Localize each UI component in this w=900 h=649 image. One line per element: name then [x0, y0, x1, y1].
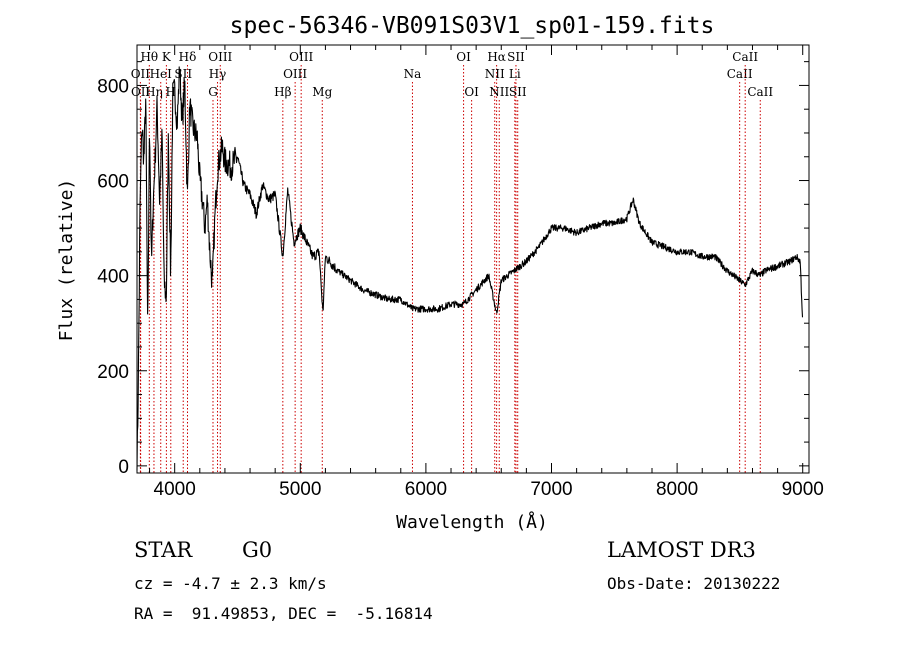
- line-label-2: OII: [131, 85, 151, 99]
- x-tick-label-3: 7000: [530, 479, 572, 500]
- survey-name: LAMOST DR3: [607, 538, 756, 562]
- line-label-12: Hβ: [274, 85, 291, 99]
- line-label-16: Na: [404, 67, 422, 81]
- line-label-10: Hγ: [209, 67, 227, 81]
- plot-frame: [136, 44, 810, 474]
- line-label-19: Hα: [487, 50, 506, 64]
- chart-title: spec-56346-VB091S03V1_sp01-159.fits: [230, 13, 715, 39]
- line-label-6: H: [166, 85, 176, 99]
- line-label-11: G: [208, 85, 218, 99]
- line-label-27: CaII: [747, 85, 773, 99]
- line-label-15: Mg: [312, 85, 332, 99]
- line-label-24: SII: [509, 85, 527, 99]
- line-label-18: OI: [464, 85, 479, 99]
- line-label-7: SII: [174, 67, 192, 81]
- x-tick-label-4: 8000: [656, 479, 698, 500]
- line-label-17: OI: [456, 50, 471, 64]
- line-label-14: OIII: [283, 67, 307, 81]
- axes: 4000 5000 6000 7000 8000 9000 0 200 400 600 800: [97, 45, 824, 500]
- line-label-9: OIII: [208, 50, 232, 64]
- line-label-23: Li: [509, 67, 521, 81]
- x-tick-label-1: 5000: [279, 479, 321, 500]
- object-subclass: G0: [242, 538, 273, 562]
- line-label-26: CaII: [732, 50, 758, 64]
- y-tick-label-2: 400: [97, 267, 129, 288]
- line-label-3: Hη: [145, 85, 163, 99]
- line-label-20: NII: [485, 67, 505, 81]
- y-tick-label-4: 800: [97, 76, 129, 97]
- x-tick-label-2: 6000: [405, 479, 447, 500]
- observation-date: Obs-Date: 20130222: [607, 574, 781, 593]
- y-tick-label-1: 200: [97, 362, 129, 383]
- line-label-25: CaII: [727, 67, 753, 81]
- line-label-4: HeI: [150, 67, 173, 81]
- y-tick-label-0: 0: [118, 457, 129, 478]
- y-tick-label-3: 600: [97, 172, 129, 193]
- spectrum-line: [136, 66, 804, 471]
- line-label-0: Hθ: [140, 50, 158, 64]
- line-label-13: OIII: [289, 50, 313, 64]
- x-tick-label-5: 9000: [782, 479, 824, 500]
- object-class: STAR: [134, 538, 193, 562]
- line-label-1: OII: [131, 67, 151, 81]
- coordinates: RA = 91.49853, DEC = -5.16814: [134, 604, 433, 623]
- y-axis-label: Flux (relative): [56, 179, 77, 342]
- line-label-5: K: [162, 50, 172, 64]
- x-axis-label: Wavelength (Å): [396, 511, 548, 533]
- line-label-8: Hδ: [179, 50, 197, 64]
- x-tick-label-0: 4000: [154, 479, 196, 500]
- redshift-value: cz = -4.7 ± 2.3 km/s: [134, 574, 327, 593]
- line-label-21: NII: [489, 85, 509, 99]
- line-label-22: SII: [507, 50, 525, 64]
